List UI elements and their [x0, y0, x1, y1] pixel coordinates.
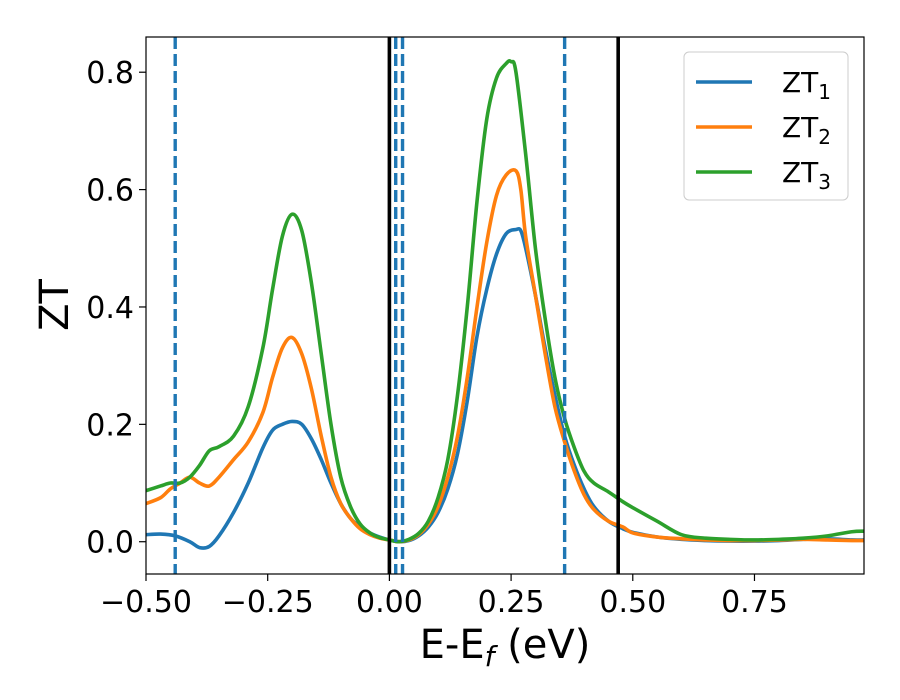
x-tick-label: 0.50 [599, 585, 666, 620]
x-axis-label-main: E-E [420, 622, 485, 668]
y-axis: 0.0 0.2 0.4 0.6 0.8 [86, 56, 146, 561]
x-tick-label: −0.50 [100, 585, 192, 620]
x-axis: −0.50 −0.25 0.00 0.25 0.50 0.75 [100, 574, 788, 620]
legend-box [683, 51, 849, 201]
series-line-zt3 [146, 59, 864, 544]
legend-label-zt1: ZT1 [782, 66, 831, 104]
y-tick-label: 0.0 [86, 526, 134, 561]
x-tick-label: 0.00 [356, 585, 423, 620]
y-tick-label: 0.8 [86, 56, 134, 91]
y-tick-label: 0.2 [86, 408, 134, 443]
x-tick-label: −0.25 [222, 585, 314, 620]
series-group [146, 59, 864, 550]
x-axis-label: E-Ef (eV) [420, 622, 591, 673]
x-tick-label: 0.25 [478, 585, 545, 620]
y-tick-label: 0.4 [86, 291, 134, 326]
plot-frame [145, 36, 865, 575]
y-tick-label: 0.6 [86, 174, 134, 209]
vertical-lines [173, 37, 620, 574]
legend: ZT1 ZT2 ZT3 [683, 51, 849, 201]
x-tick-label: 0.75 [721, 585, 788, 620]
y-axis-label: ZT [32, 279, 78, 331]
legend-label-zt3: ZT3 [782, 156, 831, 194]
series-line-zt2 [146, 168, 864, 544]
x-axis-label-unit: (eV) [494, 622, 590, 668]
legend-label-zt2: ZT2 [782, 111, 831, 149]
